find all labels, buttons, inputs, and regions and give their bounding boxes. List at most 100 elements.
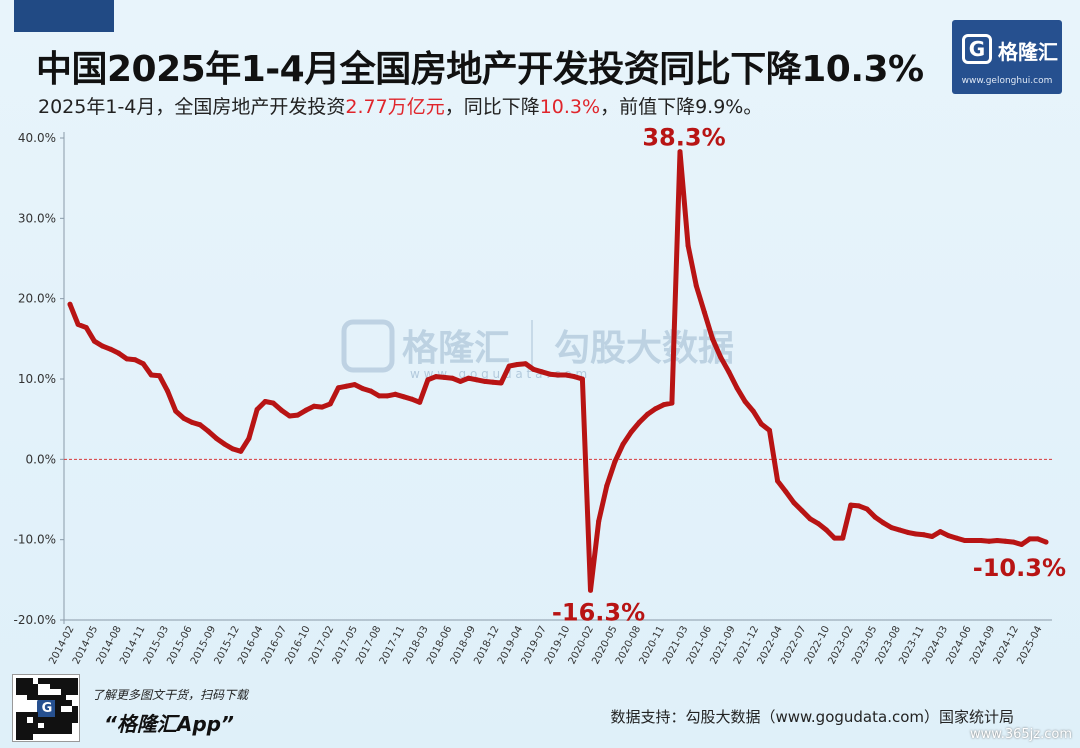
qr-module (72, 711, 78, 718)
series-point (669, 400, 675, 406)
series-point (523, 361, 528, 367)
data-label: 38.3% (642, 124, 725, 152)
app-name: “格隆汇App” (104, 712, 234, 736)
qr-module (72, 683, 78, 690)
qr-module (21, 728, 28, 734)
qr-module (27, 734, 33, 740)
qr-module (66, 700, 72, 706)
qr-module (44, 678, 50, 684)
series-point (620, 441, 626, 447)
y-tick-label: -10.0% (14, 533, 56, 547)
qr-module (49, 678, 56, 684)
series-point (222, 441, 227, 447)
series-point (457, 378, 463, 384)
series-point (889, 525, 894, 531)
series-point (905, 529, 911, 535)
qr-module (16, 683, 22, 690)
qr-module (27, 683, 33, 690)
subtitle-post: ，前值下降9.9%。 (600, 96, 763, 118)
watermark-brand: 格隆汇 (402, 328, 510, 369)
series-point (262, 399, 268, 404)
qr-module (60, 722, 67, 729)
qr-module (66, 728, 72, 734)
series-point (148, 372, 154, 378)
series-point (466, 375, 471, 381)
series-point (840, 535, 846, 541)
series-point (352, 382, 358, 388)
qr-module (55, 728, 61, 734)
qr-module (55, 722, 61, 729)
qr-code[interactable]: G (12, 674, 80, 742)
series-point (474, 377, 480, 383)
series-point (83, 325, 89, 331)
series-point (409, 396, 415, 402)
series-point (490, 379, 496, 385)
series-point (823, 527, 829, 533)
qr-module (49, 728, 56, 734)
series-point (986, 538, 992, 544)
qr-module (66, 717, 72, 723)
series-point (514, 362, 520, 367)
series-point (783, 489, 789, 494)
series-point (181, 415, 187, 421)
series-point (758, 421, 764, 427)
series-point (132, 357, 138, 363)
qr-module (32, 694, 39, 701)
series-point (628, 429, 634, 435)
series-point (913, 531, 919, 537)
qr-module (32, 722, 39, 729)
series-point (791, 500, 797, 506)
series-point (799, 508, 805, 514)
series-point (1027, 536, 1033, 542)
subtitle-amount: 2.77万亿元 (345, 96, 445, 118)
qr-module (49, 683, 56, 690)
logo-text: 格隆汇 (998, 40, 1058, 64)
series-point (677, 149, 683, 155)
qr-module (44, 728, 50, 734)
qr-module (44, 722, 50, 729)
series-point (742, 399, 748, 404)
series-point (335, 385, 341, 391)
series-point (433, 374, 439, 380)
qr-module (32, 711, 39, 718)
qr-module (16, 717, 22, 723)
series-point (897, 527, 903, 533)
series-point (815, 521, 821, 527)
brand-logo: G 格隆汇 www.gelonghui.com (952, 20, 1062, 94)
qr-module (16, 689, 22, 695)
series-point (173, 408, 179, 414)
series-point (604, 483, 610, 489)
qr-module (60, 728, 67, 734)
y-tick-label: 10.0% (18, 372, 56, 386)
qr-module (16, 734, 22, 740)
chart-watermark: 格隆汇 勾股大数据 w w w . g o g u d a t a . c o … (341, 319, 734, 381)
qr-module (66, 689, 72, 695)
qr-module (21, 711, 28, 718)
data-label: -10.3% (973, 554, 1066, 582)
qr-module (60, 717, 67, 723)
series-point (482, 378, 488, 384)
qr-module (27, 722, 33, 729)
qr-module (60, 711, 67, 718)
series-point (750, 408, 756, 414)
series-point (360, 386, 366, 392)
series-point (91, 338, 97, 344)
qr-module (27, 711, 33, 718)
series-point (1002, 538, 1008, 544)
series-point (775, 478, 781, 484)
series-point (246, 435, 252, 441)
series-point (108, 346, 114, 352)
qr-module (60, 694, 67, 701)
qr-module (60, 689, 67, 695)
series-point (636, 419, 642, 425)
series-point (205, 428, 211, 434)
series-point (425, 377, 431, 383)
qr-module (60, 678, 67, 684)
qr-module (21, 683, 28, 690)
qr-module (32, 728, 39, 734)
series-point (100, 343, 105, 349)
page-subtitle: 2025年1-4月，全国房地产开发投资2.77万亿元，同比下降10.3%，前值下… (38, 92, 762, 119)
series-point (417, 399, 423, 405)
